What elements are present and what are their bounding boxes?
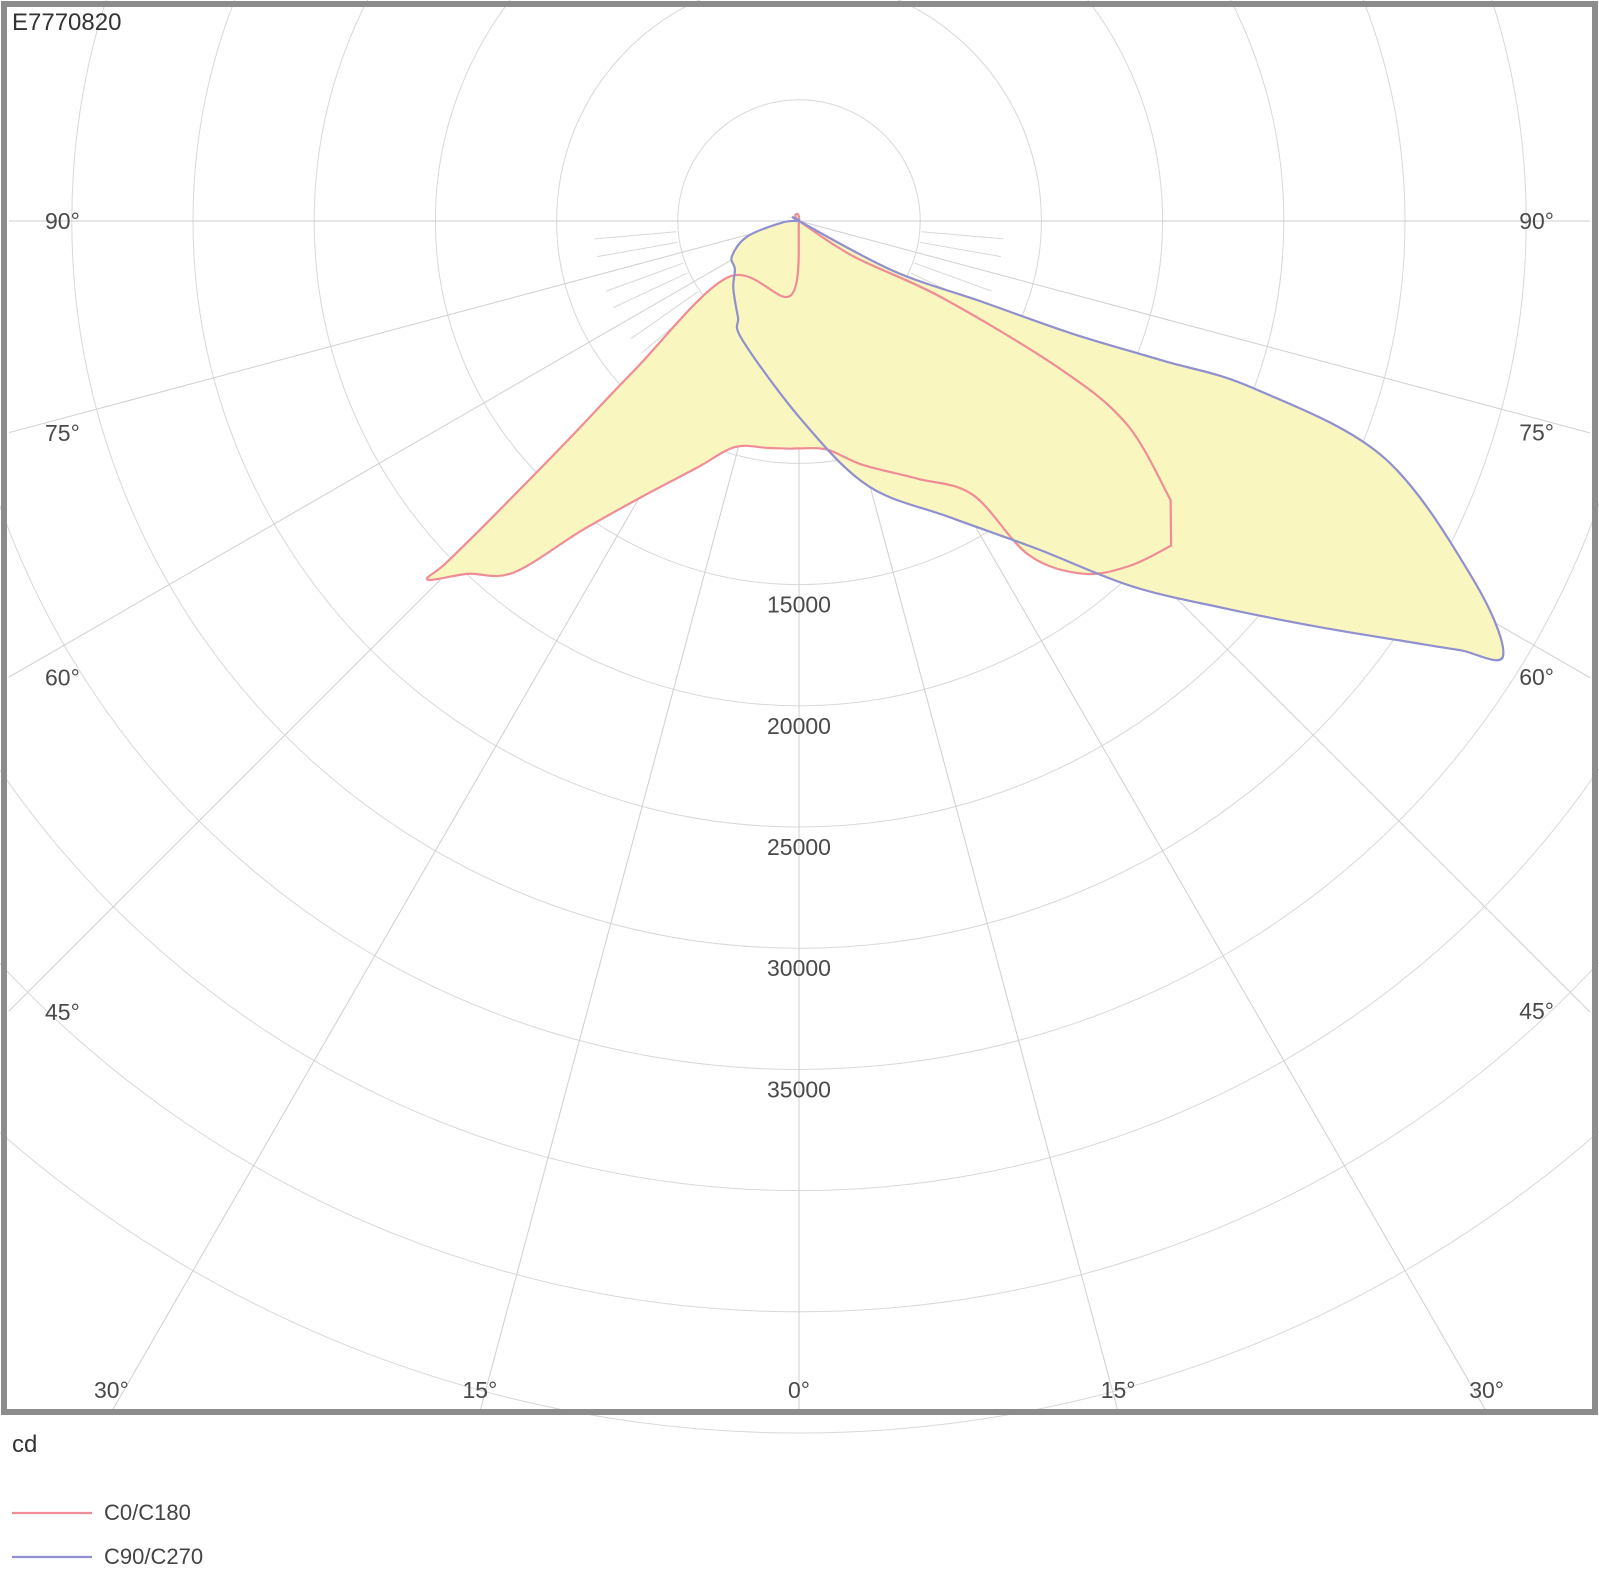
svg-text:60°: 60° [1519,664,1554,690]
svg-text:35000: 35000 [767,1076,831,1102]
svg-text:cd: cd [12,1431,37,1458]
svg-text:45°: 45° [1519,998,1554,1024]
svg-text:60°: 60° [45,665,80,691]
svg-text:C0/C180: C0/C180 [104,1500,191,1525]
svg-text:20000: 20000 [767,713,831,739]
svg-text:C90/C270: C90/C270 [104,1544,203,1569]
svg-text:30°: 30° [94,1377,129,1403]
svg-text:E7770820: E7770820 [12,9,121,36]
svg-text:30000: 30000 [767,955,831,981]
svg-text:90°: 90° [1519,208,1554,234]
svg-text:15°: 15° [463,1377,498,1403]
svg-text:0°: 0° [788,1377,810,1403]
svg-text:30°: 30° [1469,1377,1504,1403]
svg-text:75°: 75° [45,420,80,446]
svg-text:45°: 45° [45,999,80,1025]
svg-text:15000: 15000 [767,592,831,618]
svg-text:75°: 75° [1519,420,1554,446]
svg-text:90°: 90° [45,208,80,234]
svg-text:25000: 25000 [767,834,831,860]
svg-text:15°: 15° [1101,1377,1136,1403]
